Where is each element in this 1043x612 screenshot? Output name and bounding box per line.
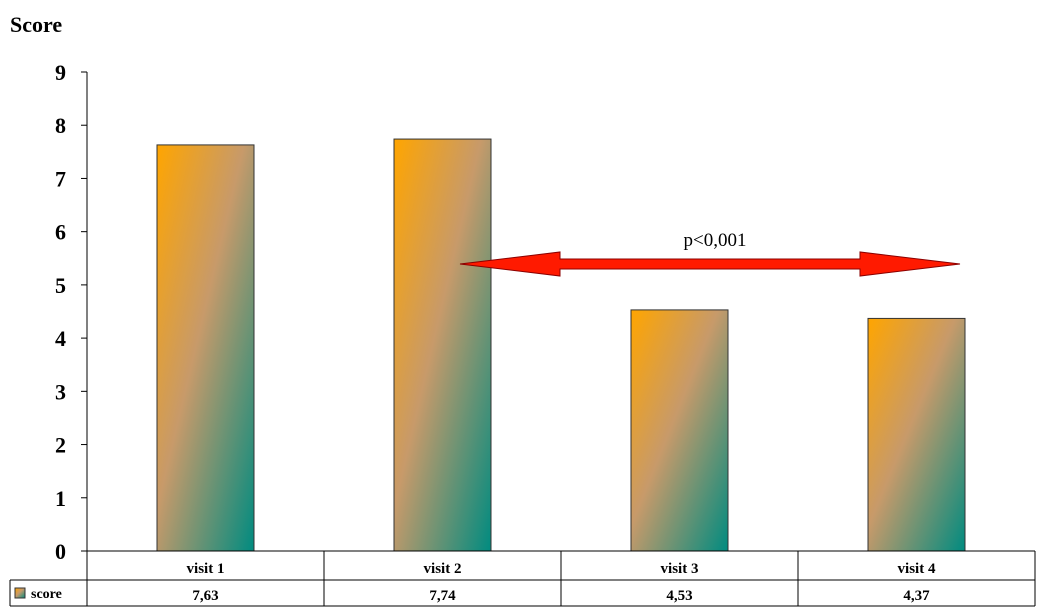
data-value-label: 7,63	[192, 588, 218, 604]
y-tick-label: 4	[55, 326, 66, 351]
y-tick-label: 5	[55, 273, 66, 298]
legend-swatch	[14, 587, 26, 599]
y-tick-label: 6	[55, 220, 66, 245]
x-category-label: visit 1	[187, 561, 225, 577]
data-table: visit 1 visit 2 visit 3 visit 4 7,63 7,74 4,53…	[9, 551, 1036, 607]
y-tick-label: 3	[55, 379, 66, 404]
data-value-label: 4,53	[666, 588, 692, 604]
p-value-label: p<0,001	[684, 230, 747, 251]
x-category-label: visit 2	[424, 561, 462, 577]
y-tick-label: 9	[55, 60, 66, 85]
bar	[156, 144, 255, 552]
x-category-label: visit 4	[898, 561, 936, 577]
y-axis: 0 1 2 3 4 5 6 7 8 9	[55, 60, 87, 564]
bar-series	[156, 138, 966, 552]
data-value-label: 4,37	[903, 588, 930, 604]
bar	[867, 317, 966, 552]
y-tick-label: 8	[55, 113, 66, 138]
y-axis-title: Score	[10, 12, 62, 37]
data-value-label: 7,74	[429, 588, 456, 604]
y-tick-label: 7	[55, 166, 66, 191]
x-category-label: visit 3	[661, 561, 699, 577]
bar	[393, 138, 492, 552]
legend-label: score	[31, 587, 62, 602]
y-tick-label: 2	[55, 433, 66, 458]
significance-annotation: p<0,001	[459, 230, 961, 277]
double-arrow	[459, 251, 961, 277]
y-tick-label: 1	[55, 486, 66, 511]
bar	[630, 309, 729, 552]
y-tick-label: 0	[55, 539, 66, 564]
